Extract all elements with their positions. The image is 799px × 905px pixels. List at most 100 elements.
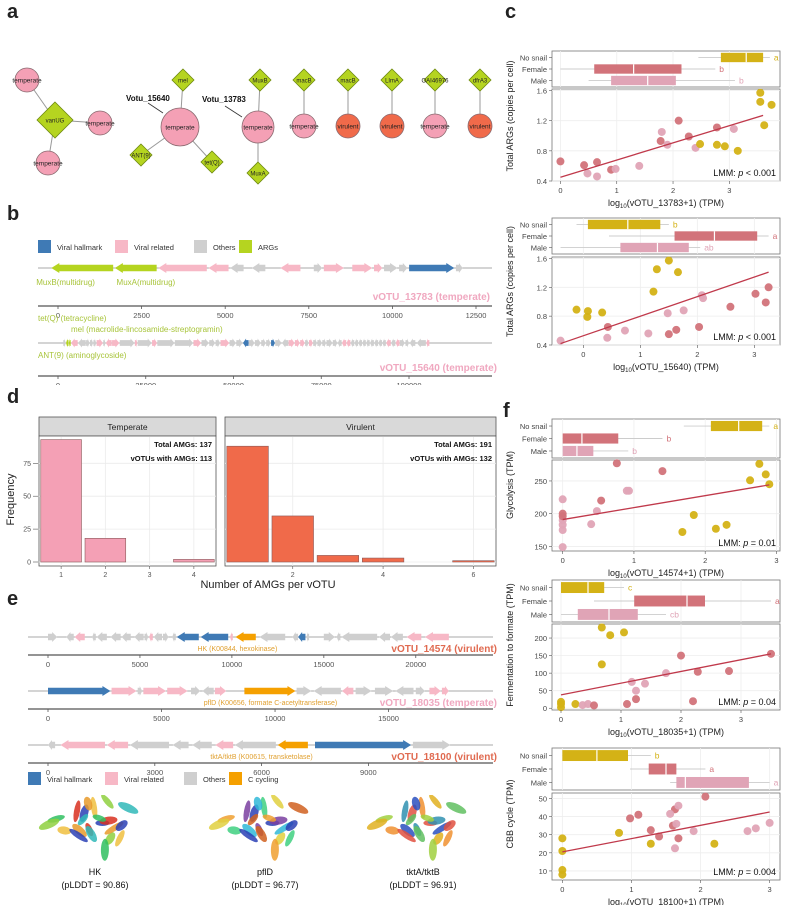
- x-axis-title: log10(vOTU_15640) (TPM): [613, 362, 719, 374]
- arg-gene-label: tet(Q) (tetracycline): [38, 314, 107, 323]
- boxplot-no-snail: a: [698, 52, 779, 63]
- y-tick-label: 200: [534, 510, 547, 519]
- arg-diamond: [380, 68, 404, 92]
- x-tick-label: 2: [698, 885, 702, 894]
- data-point-male: [558, 495, 567, 504]
- gene-arrow: [144, 632, 149, 642]
- structure-plddt: (pLDDT = 90.86): [61, 880, 128, 890]
- axis-tick-label: 20000: [405, 660, 426, 669]
- gene-arrow: [192, 740, 212, 750]
- box: [720, 52, 764, 63]
- arg-diamond: [292, 68, 316, 92]
- group-label: Female: [522, 597, 547, 606]
- legend-item-c-cycling: C cycling: [229, 772, 278, 785]
- viral-hallmark-swatch: [38, 240, 51, 253]
- arg-gene-label: ANT(9) (aminoglycoside): [38, 351, 127, 360]
- data-point-male: [657, 127, 666, 136]
- temperate-circle: [14, 67, 40, 93]
- data-point-male: [593, 172, 602, 181]
- gene-arrow: [111, 686, 137, 696]
- node-label: temperate: [12, 78, 42, 85]
- gene-arrow: [322, 338, 327, 348]
- data-point-female: [612, 459, 621, 468]
- node-label: MuxA: [250, 172, 265, 178]
- data-point-no-snail: [710, 839, 719, 848]
- x-axis-title: log10(vOTU_14574+1) (TPM): [608, 568, 724, 580]
- data-point-male: [583, 169, 592, 178]
- data-point-female: [626, 814, 635, 823]
- bar: [271, 515, 314, 563]
- group-label: No snail: [520, 220, 547, 229]
- gene-arrow: [390, 632, 403, 642]
- gene-arrow: [374, 338, 379, 348]
- temperate-phage-node: temperate: [241, 110, 275, 144]
- helix-ribbon: [118, 802, 139, 814]
- gene-arrow: [374, 263, 383, 273]
- lmm-stat-label: LMM: p < 0.001: [713, 332, 776, 342]
- arg-diamond: [129, 143, 153, 167]
- gene-arrow: [134, 632, 144, 642]
- axis-tick-label: 0: [56, 381, 60, 385]
- x-tick-label: 3: [148, 572, 152, 579]
- gene-arrow: [89, 338, 94, 348]
- group-label: Male: [531, 447, 547, 456]
- axis-tick-label: 15000: [378, 714, 399, 723]
- x-axis-title: log10(vOTU_13783+1) (TPM): [608, 198, 724, 210]
- x-tick-label: 4: [192, 572, 196, 579]
- data-point-female: [761, 298, 770, 307]
- data-point-male: [641, 679, 649, 688]
- virulent-phage-node: virulent: [335, 113, 361, 139]
- helix-ribbon: [208, 818, 230, 830]
- box: [620, 242, 689, 253]
- boxplot-female: b: [560, 64, 724, 74]
- box: [594, 64, 682, 74]
- legend-item-viral-related: Viral related: [105, 772, 164, 785]
- data-point-male: [699, 294, 708, 303]
- data-point-female: [634, 810, 643, 819]
- data-point-no-snail: [664, 256, 673, 265]
- box: [634, 595, 705, 607]
- data-point-female: [701, 792, 710, 801]
- gene-arrow: [68, 338, 71, 348]
- data-point-male: [587, 520, 596, 529]
- y-tick-label: 25: [23, 527, 31, 534]
- helix-ribbon: [405, 814, 417, 826]
- data-point-no-snail: [673, 268, 682, 277]
- axis-tick-label: 5000: [132, 660, 149, 669]
- gene-arrow: [382, 338, 386, 348]
- legend-item-viral-hallmark: Viral hallmark: [28, 772, 93, 785]
- lmm-stat-label: LMM: p = 0.004: [713, 867, 776, 877]
- gene-arrow: [215, 740, 234, 750]
- data-point-no-snail: [696, 140, 705, 149]
- axis-tick-label: 5000: [153, 714, 170, 723]
- facet-label: Temperate: [107, 422, 147, 432]
- group-label: No snail: [520, 584, 547, 593]
- data-point-no-snail: [558, 834, 567, 843]
- protein-structure-tkta-tktb: [366, 795, 467, 861]
- helix-ribbon: [83, 796, 93, 811]
- data-point-female: [674, 834, 683, 843]
- gene-arrow: [174, 338, 194, 348]
- gene-arrow: [137, 338, 152, 348]
- significance-letter: a: [774, 52, 779, 62]
- y-tick-label: 100: [534, 669, 547, 678]
- gene-arrow: [395, 686, 414, 696]
- gene-arrow: [406, 632, 422, 642]
- arg-swatch: [239, 240, 252, 253]
- helix-ribbon: [92, 814, 107, 822]
- data-point-no-snail: [557, 703, 565, 712]
- data-point-male: [689, 827, 698, 836]
- gene-arrow: [455, 263, 463, 273]
- node-label: MuxB: [252, 79, 267, 85]
- y-tick-label: 1.6: [537, 87, 547, 96]
- data-point-male: [765, 818, 774, 827]
- helix-ribbon: [270, 838, 279, 861]
- data-point-no-snail: [712, 140, 721, 149]
- facet-panel: [224, 435, 497, 567]
- virulent-circle: [467, 113, 493, 139]
- y-axis-title: Glycolysis (TPM): [505, 451, 515, 519]
- data-point-female: [695, 322, 704, 331]
- data-point-male: [679, 306, 688, 315]
- callout-line: [147, 102, 164, 114]
- gene-arrow: [176, 632, 199, 642]
